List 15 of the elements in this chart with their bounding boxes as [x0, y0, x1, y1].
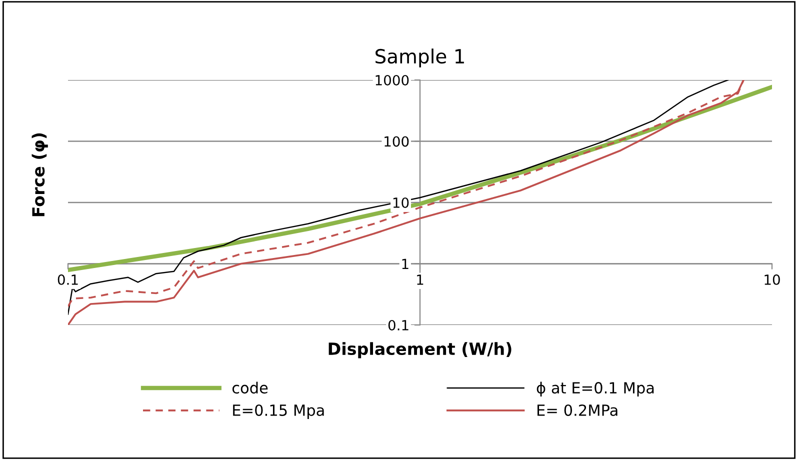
x-tick-label: 0.1	[58, 274, 78, 285]
y-tick-label: 10	[393, 197, 409, 208]
legend-label: E=0.15 Mpa	[233, 404, 324, 419]
y-tick-label: 1000	[376, 74, 409, 86]
legend-label: E= 0.2MPa	[538, 404, 618, 416]
y-tick-label: 0.1	[388, 320, 408, 330]
y-axis-title: Force (φ)	[32, 133, 48, 216]
legend-label: ϕ at E=0.1 Mpa	[536, 382, 654, 397]
legend-label: code	[232, 382, 268, 394]
x-tick-label: 10	[764, 274, 780, 285]
x-axis-title: Displacement (W/h)	[328, 342, 512, 358]
y-tick-label: 1	[402, 258, 408, 270]
y-tick-label: 100	[384, 136, 409, 147]
x-tick-label: 1	[417, 274, 424, 285]
chart-title: Sample 1	[376, 48, 464, 68]
